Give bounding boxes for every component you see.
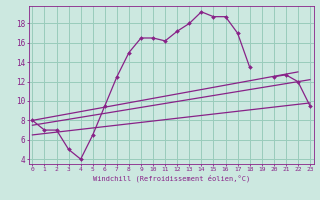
X-axis label: Windchill (Refroidissement éolien,°C): Windchill (Refroidissement éolien,°C) [92, 174, 250, 182]
